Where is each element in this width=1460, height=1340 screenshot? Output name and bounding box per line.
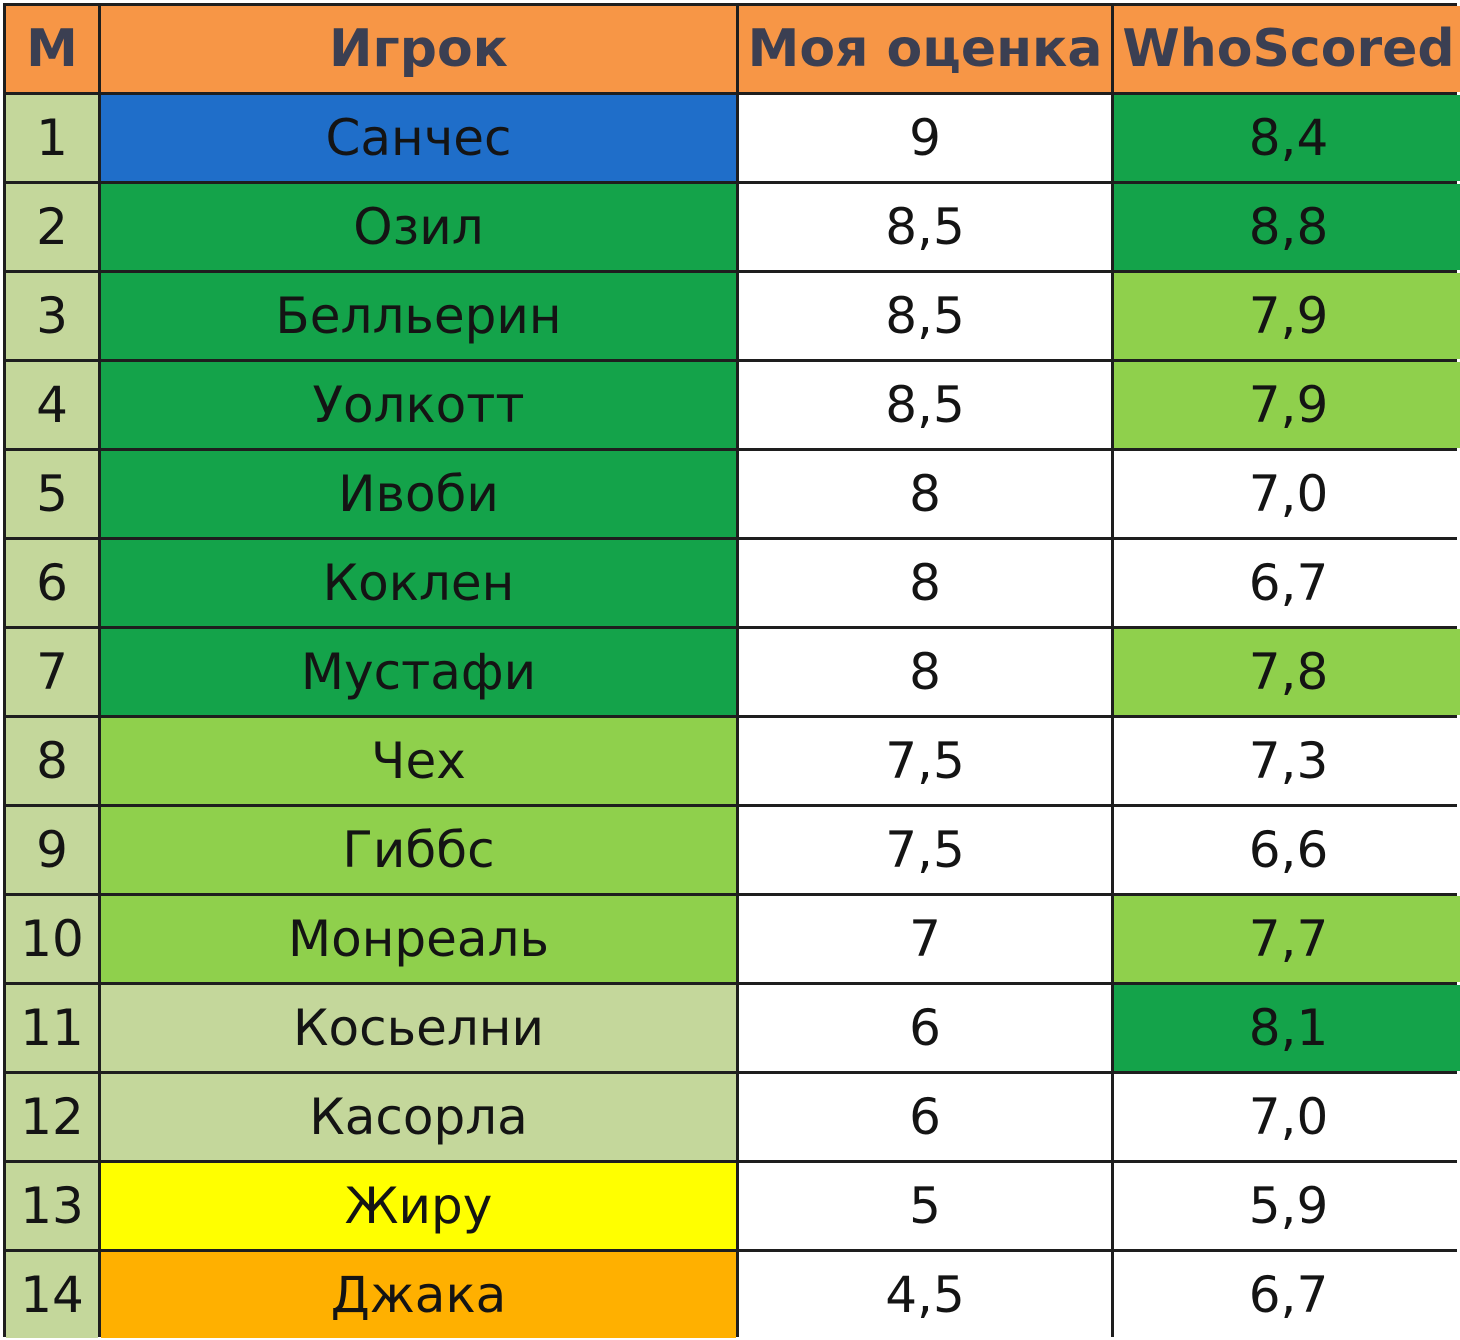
player-name: Ивоби: [101, 451, 736, 537]
row-number: 8: [6, 718, 98, 804]
row-number: 6: [6, 540, 98, 626]
player-name: Санчес: [101, 95, 736, 181]
row-number: 12: [6, 1074, 98, 1160]
player-name: Монреаль: [101, 896, 736, 982]
row-number: 13: [6, 1163, 98, 1249]
player-name: Озил: [101, 184, 736, 270]
whoscored-rating: 6,7: [1114, 540, 1460, 626]
row-number: 10: [6, 896, 98, 982]
whoscored-rating: 8,4: [1114, 95, 1460, 181]
row-number: 11: [6, 985, 98, 1071]
whoscored-rating: 7,0: [1114, 451, 1460, 537]
ratings-table: М Игрок Моя оценка WhoScored 1 Санчес 9 8,4…: [3, 3, 1460, 1338]
my-rating: 9: [739, 95, 1111, 181]
player-name: Косьелни: [101, 985, 736, 1071]
my-rating: 8,5: [739, 273, 1111, 359]
row-number: 4: [6, 362, 98, 448]
header-whoscored: WhoScored: [1114, 6, 1460, 92]
row-number: 9: [6, 807, 98, 893]
my-rating: 8,5: [739, 184, 1111, 270]
whoscored-rating: 8,1: [1114, 985, 1460, 1071]
player-name: Чех: [101, 718, 736, 804]
whoscored-rating: 5,9: [1114, 1163, 1460, 1249]
my-rating: 8,5: [739, 362, 1111, 448]
player-name: Уолкотт: [101, 362, 736, 448]
header-player: Игрок: [101, 6, 736, 92]
player-name: Гиббс: [101, 807, 736, 893]
my-rating: 6: [739, 1074, 1111, 1160]
player-name: Мустафи: [101, 629, 736, 715]
header-number: М: [6, 6, 98, 92]
player-name: Коклен: [101, 540, 736, 626]
row-number: 7: [6, 629, 98, 715]
whoscored-rating: 7,9: [1114, 362, 1460, 448]
row-number: 14: [6, 1252, 98, 1338]
my-rating: 7: [739, 896, 1111, 982]
header-my-rating: Моя оценка: [739, 6, 1111, 92]
my-rating: 4,5: [739, 1252, 1111, 1338]
my-rating: 5: [739, 1163, 1111, 1249]
my-rating: 6: [739, 985, 1111, 1071]
whoscored-rating: 6,7: [1114, 1252, 1460, 1338]
player-name: Касорла: [101, 1074, 736, 1160]
my-rating: 8: [739, 540, 1111, 626]
my-rating: 8: [739, 629, 1111, 715]
whoscored-rating: 8,8: [1114, 184, 1460, 270]
my-rating: 8: [739, 451, 1111, 537]
whoscored-rating: 7,3: [1114, 718, 1460, 804]
row-number: 2: [6, 184, 98, 270]
row-number: 3: [6, 273, 98, 359]
whoscored-rating: 7,9: [1114, 273, 1460, 359]
whoscored-rating: 7,0: [1114, 1074, 1460, 1160]
whoscored-rating: 6,6: [1114, 807, 1460, 893]
whoscored-rating: 7,7: [1114, 896, 1460, 982]
player-name: Жиру: [101, 1163, 736, 1249]
player-name: Белльерин: [101, 273, 736, 359]
my-rating: 7,5: [739, 807, 1111, 893]
my-rating: 7,5: [739, 718, 1111, 804]
whoscored-rating: 7,8: [1114, 629, 1460, 715]
row-number: 5: [6, 451, 98, 537]
row-number: 1: [6, 95, 98, 181]
player-name: Джака: [101, 1252, 736, 1338]
